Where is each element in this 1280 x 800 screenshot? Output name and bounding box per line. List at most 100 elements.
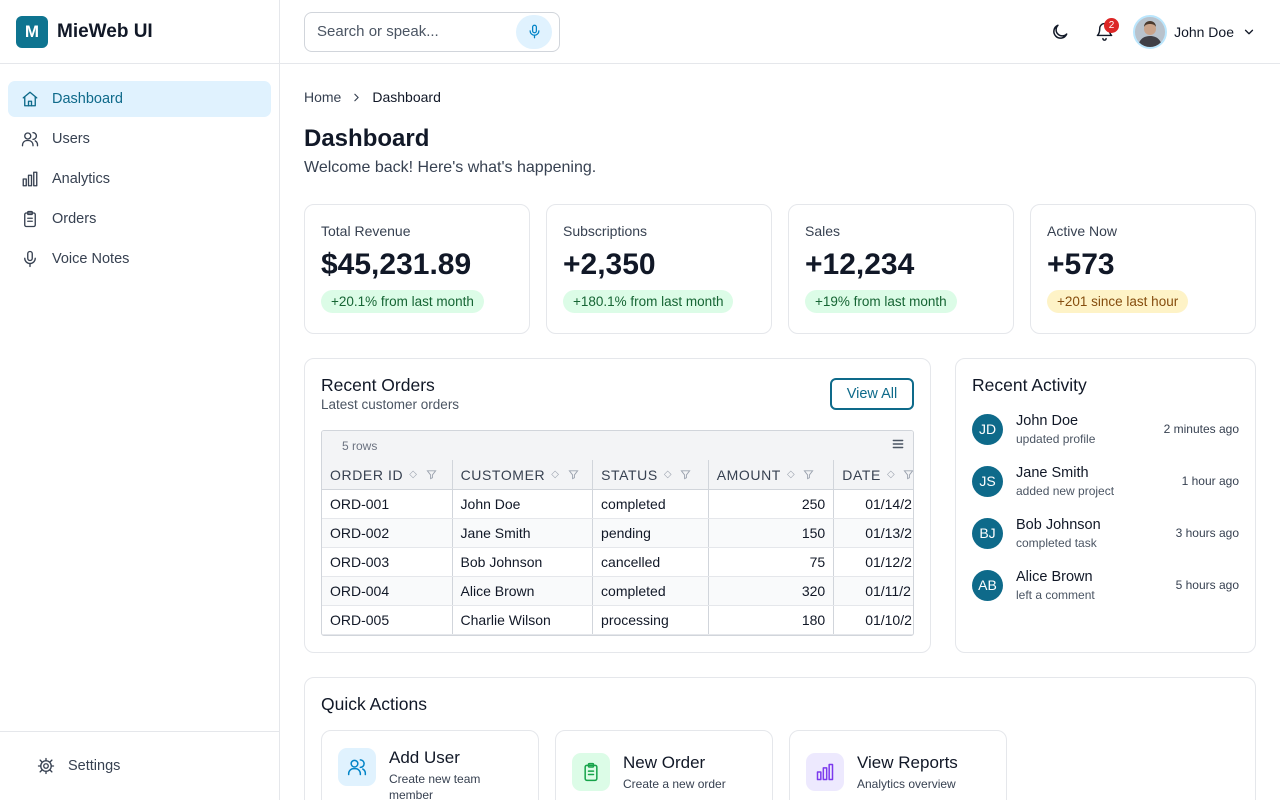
cell-amount: 180 [709,606,835,634]
stat-value: $45,231.89 [321,248,472,281]
bar-chart-icon [21,170,39,188]
activity-time: 2 minutes ago [1163,422,1239,436]
list-item[interactable]: BJ Bob Johnson completed task 3 hours ag… [972,515,1239,551]
sidebar-item-label: Orders [52,211,97,227]
sidebar-nav: Dashboard Users Analytics Orders Voice N… [0,64,279,277]
activity-action: updated profile [1016,431,1096,446]
quick-action-new-order[interactable]: New Order Create a new order [555,730,773,800]
cell-customer: John Doe [453,490,594,518]
card-title: Recent Activity [972,375,1087,395]
table-row[interactable]: ORD-002 Jane Smith pending 150 01/13/2 [322,519,913,548]
cell-order-id: ORD-004 [322,577,453,605]
stat-label: Total Revenue [321,223,411,239]
menu-icon[interactable] [891,437,905,454]
recent-activity-card: Recent Activity JD John Doe updated prof… [955,358,1256,653]
bar-chart-icon [806,753,844,791]
user-menu[interactable]: John Doe [1133,14,1256,49]
cell-customer: Alice Brown [453,577,594,605]
quick-action-add-user[interactable]: Add User Create new team member [321,730,539,800]
brand[interactable]: M MieWeb UI [0,0,279,64]
cell-customer: Charlie Wilson [453,606,594,634]
table-toolbar: 5 rows [322,431,913,460]
filter-icon[interactable] [680,469,691,480]
view-all-button[interactable]: View All [830,378,914,410]
stat-label: Subscriptions [563,223,648,239]
stat-card-revenue: Total Revenue $45,231.89 +20.1% from las… [304,204,530,334]
column-header-status[interactable]: STATUS ◇ [593,460,709,489]
quick-action-desc: Create new team member [389,772,481,800]
sort-icon[interactable]: ◇ [551,469,560,480]
bell-icon [1096,22,1112,41]
cell-customer: Bob Johnson [453,548,594,576]
sidebar-item-analytics[interactable]: Analytics [8,161,271,197]
filter-icon[interactable] [425,469,437,480]
cell-amount: 320 [709,577,835,605]
stat-change-badge: +19% from last month [805,290,957,313]
stat-card-active-now: Active Now +573 +201 since last hour [1030,204,1256,334]
cell-status: completed [593,490,709,518]
orders-table: 5 rows ORDER ID ◇ CUSTOMER ◇ [321,430,914,636]
sidebar-item-dashboard[interactable]: Dashboard [8,81,271,117]
list-item[interactable]: AB Alice Brown left a comment 5 hours ag… [972,567,1239,603]
filter-icon[interactable] [903,469,913,480]
table-row[interactable]: ORD-003 Bob Johnson cancelled 75 01/12/2 [322,548,913,577]
cell-order-id: ORD-003 [322,548,453,576]
activity-list: JD John Doe updated profile 2 minutes ag… [972,411,1239,603]
theme-toggle-button[interactable] [1044,16,1076,48]
activity-time: 5 hours ago [1175,578,1239,592]
cell-order-id: ORD-002 [322,519,453,547]
column-header-customer[interactable]: CUSTOMER ◇ [453,460,594,489]
quick-action-title: New Order [623,753,706,772]
list-item[interactable]: JS Jane Smith added new project 1 hour a… [972,463,1239,499]
sidebar-item-label: Voice Notes [52,251,130,267]
notifications-button[interactable]: 2 [1088,16,1120,48]
card-title: Recent Orders [321,375,435,395]
activity-user: Jane Smith [1016,464,1089,481]
page-title: Dashboard [304,125,430,152]
avatar: BJ [972,517,1003,549]
table-row[interactable]: ORD-005 Charlie Wilson processing 180 01… [322,606,913,635]
sidebar-item-settings[interactable]: Settings [0,731,279,800]
stat-value: +2,350 [563,248,656,281]
activity-user: Bob Johnson [1016,516,1101,533]
sidebar-item-orders[interactable]: Orders [8,201,271,237]
home-icon [21,90,39,108]
search-input[interactable] [317,23,516,40]
voice-search-button[interactable] [516,14,552,49]
main-content: Home Dashboard Dashboard Welcome back! H… [304,64,1256,800]
stats-row: Total Revenue $45,231.89 +20.1% from las… [304,204,1256,334]
cell-status: cancelled [593,548,709,576]
filter-icon[interactable] [567,469,579,480]
column-header-label: AMOUNT [716,466,781,483]
cell-amount: 150 [709,519,835,547]
sidebar-item-label: Users [52,131,90,147]
filter-icon[interactable] [803,469,814,480]
activity-action: completed task [1016,535,1097,550]
avatar: JS [972,465,1003,497]
table-row[interactable]: ORD-004 Alice Brown completed 320 01/11/… [322,577,913,606]
column-header-amount[interactable]: AMOUNT ◇ [709,460,835,489]
column-header-date[interactable]: DATE ◇ [834,460,913,489]
breadcrumb: Home Dashboard [304,89,1256,105]
cell-order-id: ORD-001 [322,490,453,518]
row-count: 5 rows [342,438,378,453]
cell-date: 01/14/2 [865,496,912,512]
list-item[interactable]: JD John Doe updated profile 2 minutes ag… [972,411,1239,447]
avatar [1133,14,1168,49]
sidebar-item-voice-notes[interactable]: Voice Notes [8,241,271,277]
stat-value: +573 [1047,248,1115,281]
quick-action-view-reports[interactable]: View Reports Analytics overview [789,730,1007,800]
avatar: JD [972,413,1003,445]
stat-change-badge: +180.1% from last month [563,290,734,313]
sort-icon[interactable]: ◇ [663,469,673,480]
sidebar-item-users[interactable]: Users [8,121,271,157]
sort-icon[interactable]: ◇ [786,469,796,480]
sort-icon[interactable]: ◇ [409,469,418,480]
stat-label: Active Now [1047,223,1118,239]
activity-time: 3 hours ago [1175,526,1239,540]
column-header-order-id[interactable]: ORDER ID ◇ [322,460,453,489]
sort-icon[interactable]: ◇ [886,469,896,480]
table-row[interactable]: ORD-001 John Doe completed 250 01/14/2 [322,490,913,519]
gear-icon [37,757,55,775]
breadcrumb-home[interactable]: Home [304,89,342,105]
